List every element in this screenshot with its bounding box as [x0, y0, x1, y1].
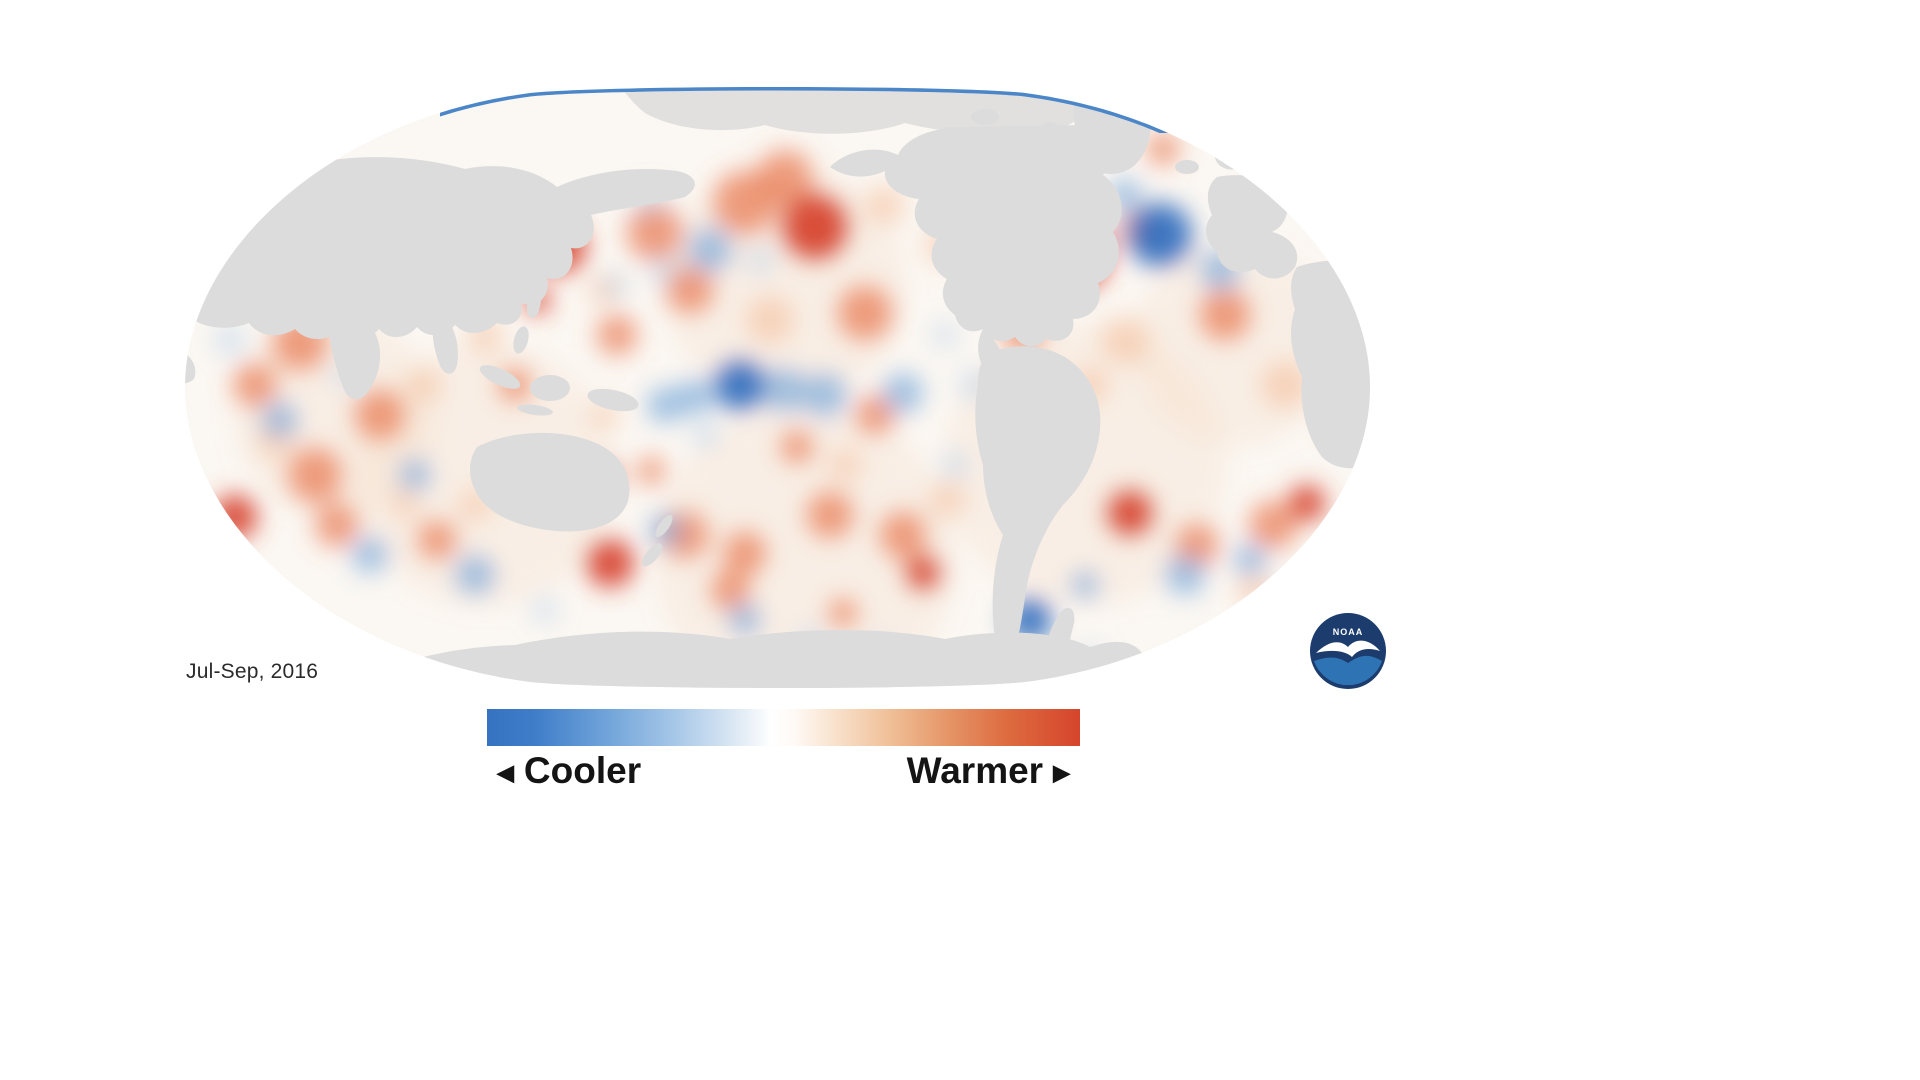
- land-arctic-island-3: [1013, 137, 1033, 149]
- land-masses: [185, 87, 1370, 688]
- anomaly-colorbar: [487, 709, 1080, 746]
- world-map-graphic: [185, 87, 1370, 688]
- date-label: Jul-Sep, 2016: [186, 660, 319, 683]
- warmer-arrow-icon: ▶: [1053, 760, 1070, 785]
- land-iceland: [1175, 160, 1199, 174]
- cooler-legend: ◀ Cooler: [497, 750, 641, 792]
- noaa-logo-bird-icon: [1316, 640, 1380, 657]
- land-japan: [526, 267, 542, 318]
- cooler-arrow-icon: ◀: [497, 760, 514, 785]
- warmer-label: Warmer: [906, 750, 1044, 791]
- sst-anomaly-map: [185, 85, 1370, 690]
- land-india: [328, 310, 381, 400]
- warmer-legend: Warmer ▶: [907, 750, 1070, 792]
- noaa-logo: NOAA: [1310, 613, 1386, 689]
- land-north-america: [830, 125, 1122, 347]
- land-antarctic-peninsula: [1042, 607, 1075, 688]
- land-new-guinea: [587, 388, 639, 412]
- land-indochina: [432, 307, 459, 374]
- land-horn-of-africa: [185, 347, 196, 384]
- land-philippines: [513, 326, 529, 354]
- land-south-america: [975, 346, 1101, 652]
- land-sumatra: [479, 365, 521, 389]
- cooler-label: Cooler: [523, 750, 642, 791]
- colorbar-legend: ◀ Cooler Warmer ▶: [487, 750, 1080, 792]
- land-borneo: [530, 375, 570, 401]
- land-cuba: [1018, 313, 1044, 323]
- noaa-logo-sea: [1314, 655, 1382, 686]
- land-eurasia: [185, 157, 695, 339]
- land-java: [517, 404, 553, 416]
- land-new-zealand-north: [655, 514, 673, 538]
- noaa-logo-text: NOAA: [1333, 627, 1364, 637]
- land-new-zealand-south: [641, 543, 663, 567]
- land-antarctica: [325, 630, 1150, 688]
- land-hispaniola: [1045, 323, 1061, 331]
- arctic-edge-line: [440, 87, 1345, 133]
- land-australia: [469, 432, 630, 532]
- land-europe: [1205, 175, 1298, 279]
